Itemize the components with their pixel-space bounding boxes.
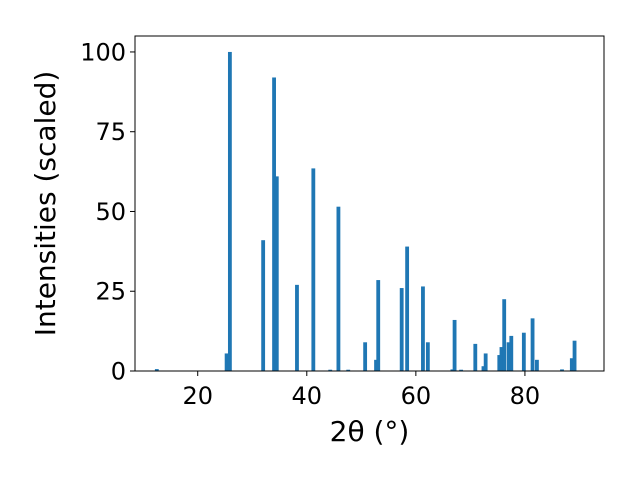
bar-27: [506, 342, 511, 371]
bar-31: [535, 359, 539, 371]
plot-frame: [134, 35, 605, 372]
y-tick-label: 50: [95, 198, 126, 226]
bar-22: [481, 366, 486, 371]
y-tick-label: 100: [80, 38, 126, 66]
x-tick-label: 60: [401, 382, 432, 410]
y-tick-label: 0: [111, 358, 126, 386]
x-tick-label: 40: [292, 382, 323, 410]
bar-8: [328, 369, 333, 371]
bar-16: [421, 286, 425, 371]
x-axis-label: 2θ (°): [330, 415, 410, 448]
bar-21: [473, 343, 478, 371]
y-tick-label: 25: [95, 278, 126, 306]
bar-34: [572, 340, 577, 371]
bar-13: [376, 280, 381, 371]
bar-29: [521, 332, 526, 371]
bar-10: [346, 369, 351, 371]
bar-17: [425, 342, 430, 371]
bar-6: [295, 284, 299, 371]
bar-24: [497, 355, 502, 371]
bar-4: [272, 77, 276, 371]
bar-7: [311, 168, 316, 371]
bar-26: [502, 299, 507, 371]
y-axis-label: Intensities (scaled): [29, 71, 62, 337]
bar-15: [405, 246, 410, 371]
bar-19: [452, 319, 457, 371]
bar-18: [450, 369, 455, 371]
bar-14: [399, 288, 404, 371]
y-ticks-group: 0 25 50 75 100: [80, 38, 135, 386]
bar-9: [336, 206, 341, 371]
bar-30: [530, 318, 535, 371]
bar-0: [154, 369, 159, 371]
bar-33: [569, 358, 574, 371]
bar-2: [227, 51, 232, 371]
x-ticks-group: 20 40 60 80: [182, 371, 540, 410]
bar-12: [374, 359, 378, 371]
bar-11: [363, 342, 368, 371]
bar-20: [459, 369, 464, 371]
bar-25: [499, 347, 504, 371]
x-tick-label: 80: [510, 382, 541, 410]
bar-32: [560, 369, 564, 371]
bars-group: [154, 51, 577, 371]
bar-3: [261, 240, 266, 371]
bar-28: [509, 335, 514, 371]
bar-23: [483, 353, 488, 371]
bar-5: [274, 176, 279, 371]
x-tick-label: 20: [182, 382, 213, 410]
y-tick-label: 75: [95, 118, 126, 146]
bar-1: [224, 353, 229, 371]
